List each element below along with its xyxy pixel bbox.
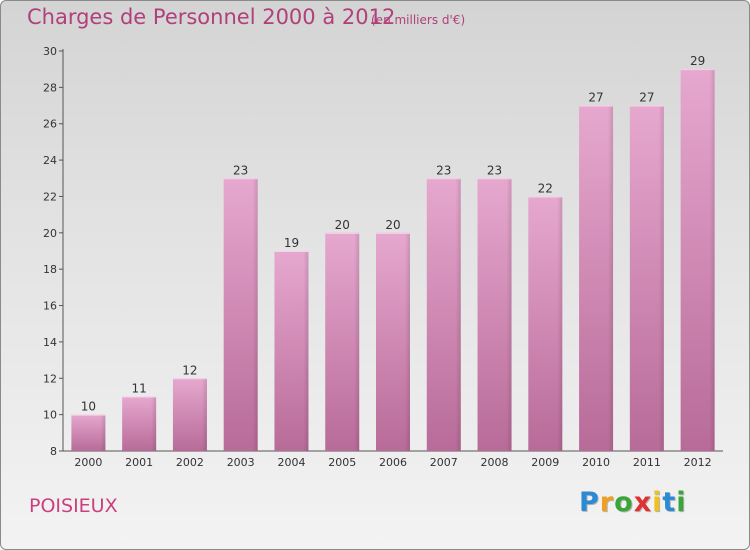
bars: 10 11 12 23 19 20 20 23 23 22 27 27 29 [71,54,715,452]
y-tick-label: 12 [43,372,57,385]
bar-shade [122,396,157,451]
data-label: 20 [385,218,400,232]
y-tick-label: 10 [43,409,57,422]
bar-shade [477,178,512,452]
y-axis: 8 10 12 14 16 18 20 22 24 26 28 30 [43,45,64,458]
y-tick-label: 20 [43,227,57,240]
x-tick-label: 2001 [125,456,153,469]
proxiti-logo: Proxiti [579,487,687,518]
x-tick-label: 2011 [633,456,661,469]
x-tick-label: 2006 [379,456,407,469]
x-tick-label: 2002 [176,456,204,469]
place-name: POISIEUX [29,495,118,517]
data-label: 10 [81,400,96,414]
y-tick-label: 22 [43,190,57,203]
bar-shade [680,69,715,451]
chart-title: Charges de Personnel 2000 à 2012 [27,5,396,29]
y-tick-label: 8 [50,445,57,458]
bar-shade [579,105,614,451]
x-tick-label: 2007 [430,456,458,469]
x-axis: 2000 2001 2002 2003 2004 2005 2006 2007 2008 2009… [63,450,723,469]
data-label: 29 [690,54,705,68]
x-tick-label: 2012 [684,456,712,469]
bar-shade [325,232,360,451]
logo-letter: i [652,487,663,518]
y-tick-label: 18 [43,263,57,276]
bar-shade [71,414,106,451]
data-label: 22 [538,181,553,195]
x-tick-label: 2008 [481,456,509,469]
data-label: 19 [284,236,299,250]
y-tick-label: 26 [43,118,57,131]
x-tick-label: 2000 [74,456,102,469]
x-tick-label: 2003 [227,456,255,469]
data-label: 23 [233,163,248,177]
data-label: 12 [182,363,197,377]
bar-shade [376,232,410,451]
logo-letter: t [662,487,677,518]
logo-letter: i [676,487,687,518]
bar-shade [223,178,258,452]
bar-shade [426,178,461,452]
x-tick-label: 2010 [582,456,610,469]
logo-letter: r [599,487,615,518]
data-label: 23 [436,163,451,177]
data-label: 20 [335,218,350,232]
y-tick-label: 14 [43,336,57,349]
x-tick-label: 2005 [328,456,356,469]
y-tick-label: 30 [43,45,57,58]
data-label: 27 [639,91,654,105]
bar-shade [629,105,664,451]
bar-shade [274,251,309,451]
x-tick-label: 2009 [531,456,559,469]
y-tick-label: 28 [43,81,57,94]
bar-shade [172,378,207,451]
data-label: 23 [487,163,502,177]
logo-letter: o [614,487,634,518]
data-label: 11 [132,381,147,395]
logo-letter: x [633,487,653,518]
chart-subtitle: (en milliers d'€) [371,13,466,27]
bar-shade [528,196,563,451]
y-tick-label: 16 [43,300,57,313]
logo-letter: P [579,487,600,518]
y-tick-label: 24 [43,154,57,167]
data-label: 27 [588,91,603,105]
x-tick-label: 2004 [277,456,305,469]
